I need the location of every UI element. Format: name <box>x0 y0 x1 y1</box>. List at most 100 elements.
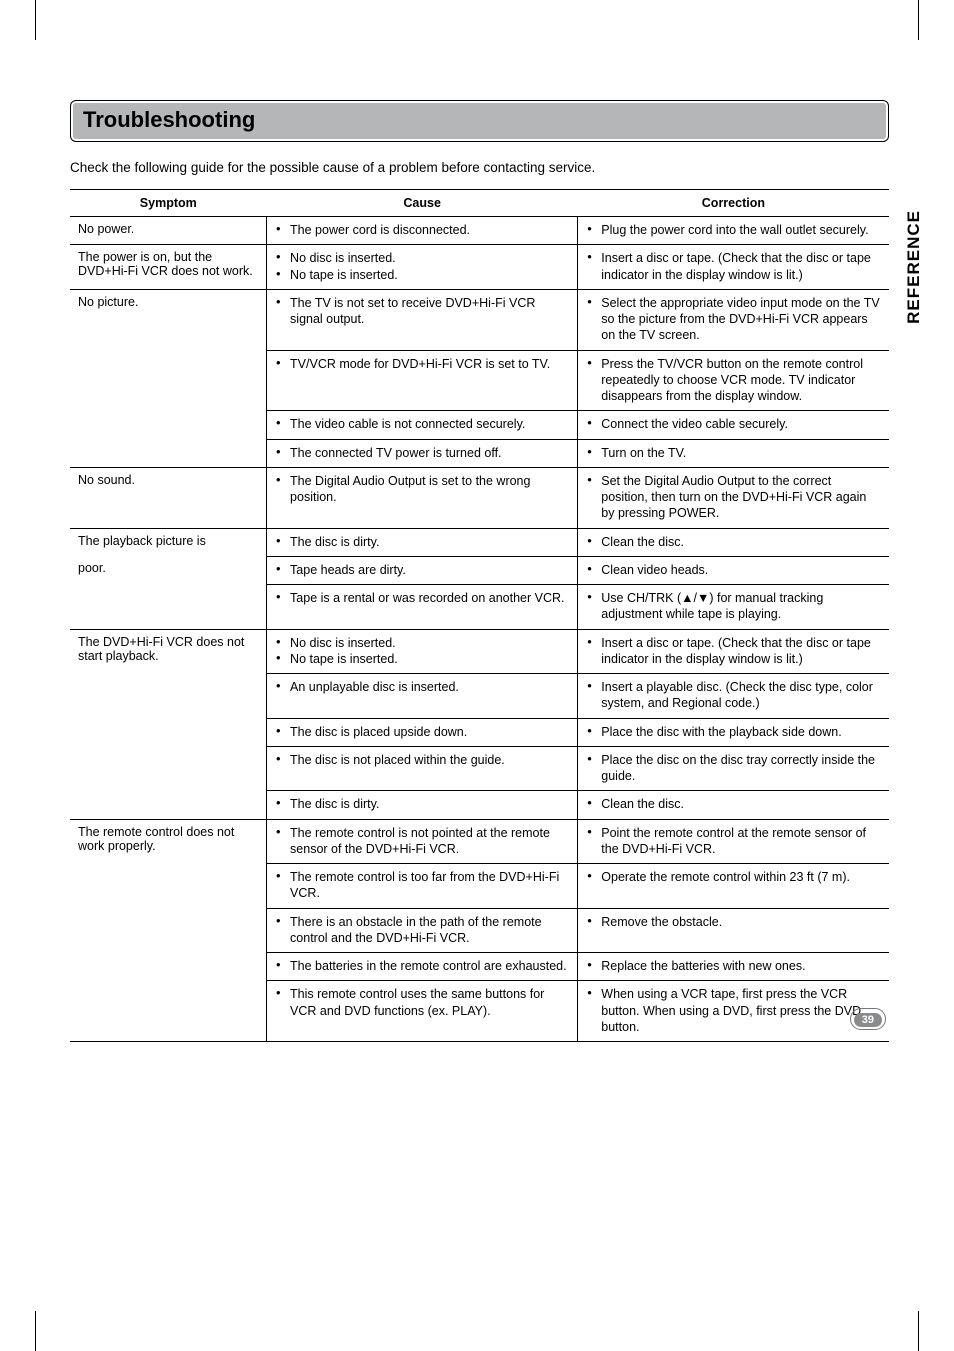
section-title: Troubleshooting <box>73 103 886 139</box>
table-row: Tape is a rental or was recorded on anot… <box>70 585 889 630</box>
table-row: No power.The power cord is disconnected.… <box>70 217 889 245</box>
correction-cell: Clean the disc. <box>578 791 889 819</box>
troubleshooting-table: Symptom Cause Correction No power.The po… <box>70 189 889 1042</box>
symptom-cell <box>70 674 267 719</box>
cause-item: The disc is not placed within the guide. <box>287 752 569 768</box>
correction-cell: Clean video heads. <box>578 556 889 584</box>
symptom-cell <box>70 953 267 981</box>
cause-item: No disc is inserted. <box>287 635 569 651</box>
cause-item: The TV is not set to receive DVD+Hi-Fi V… <box>287 295 569 328</box>
correction-item: Select the appropriate video input mode … <box>598 295 881 344</box>
table-row: The playback picture is The disc is dirty… <box>70 528 889 556</box>
cause-cell: The power cord is disconnected. <box>267 217 578 245</box>
cause-cell: This remote control uses the same button… <box>267 981 578 1042</box>
correction-cell: Point the remote control at the remote s… <box>578 819 889 864</box>
cause-cell: The connected TV power is turned off. <box>267 439 578 467</box>
correction-cell: Set the Digital Audio Output to the corr… <box>578 467 889 528</box>
cause-cell: The disc is dirty. <box>267 528 578 556</box>
correction-item: Clean the disc. <box>598 796 881 812</box>
cause-cell: The disc is dirty. <box>267 791 578 819</box>
cause-cell: The video cable is not connected securel… <box>267 411 578 439</box>
symptom-cell <box>70 981 267 1042</box>
correction-item: When using a VCR tape, first press the V… <box>598 986 881 1035</box>
cause-cell: Tape is a rental or was recorded on anot… <box>267 585 578 630</box>
symptom-cell: No sound. <box>70 467 267 528</box>
correction-cell: Place the disc with the playback side do… <box>578 718 889 746</box>
section-title-bar: Troubleshooting <box>70 100 889 142</box>
correction-cell: Insert a disc or tape. (Check that the d… <box>578 245 889 290</box>
page-number-badge: 39 <box>850 1008 886 1030</box>
cause-item: An unplayable disc is inserted. <box>287 679 569 695</box>
cause-cell: TV/VCR mode for DVD+Hi-Fi VCR is set to … <box>267 350 578 411</box>
table-row: No picture. The TV is not set to receive … <box>70 289 889 350</box>
correction-cell: Select the appropriate video input mode … <box>578 289 889 350</box>
correction-cell: Insert a disc or tape. (Check that the d… <box>578 629 889 674</box>
symptom-cell: poor. <box>70 556 267 584</box>
correction-cell: Replace the batteries with new ones. <box>578 953 889 981</box>
correction-item: Insert a disc or tape. (Check that the d… <box>598 635 881 668</box>
symptom-cell <box>70 864 267 909</box>
correction-item: Turn on the TV. <box>598 445 881 461</box>
page-content: Troubleshooting Check the following guid… <box>0 0 954 1082</box>
cause-cell: The remote control is not pointed at the… <box>267 819 578 864</box>
symptom-cell: The remote control does not work properl… <box>70 819 267 864</box>
cause-cell: There is an obstacle in the path of the … <box>267 908 578 953</box>
symptom-cell <box>70 411 267 439</box>
intro-text: Check the following guide for the possib… <box>70 160 889 175</box>
symptom-cell <box>70 585 267 630</box>
correction-cell: Use CH/TRK (▲/▼) for manual tracking adj… <box>578 585 889 630</box>
correction-item: Press the TV/VCR button on the remote co… <box>598 356 881 405</box>
symptom-cell <box>70 439 267 467</box>
cause-item: The remote control is too far from the D… <box>287 869 569 902</box>
symptom-cell <box>70 350 267 411</box>
correction-item: Clean video heads. <box>598 562 881 578</box>
cause-cell: The batteries in the remote control are … <box>267 953 578 981</box>
symptom-cell: No picture. <box>70 289 267 350</box>
table-row: The disc is not placed within the guide.… <box>70 746 889 791</box>
cause-item: The connected TV power is turned off. <box>287 445 569 461</box>
cause-cell: The disc is placed upside down. <box>267 718 578 746</box>
cause-item: No tape is inserted. <box>287 267 569 283</box>
cause-cell: An unplayable disc is inserted. <box>267 674 578 719</box>
cause-cell: The remote control is too far from the D… <box>267 864 578 909</box>
correction-cell: Operate the remote control within 23 ft … <box>578 864 889 909</box>
symptom-cell <box>70 791 267 819</box>
correction-item: Remove the obstacle. <box>598 914 881 930</box>
table-row: The video cable is not connected securel… <box>70 411 889 439</box>
correction-item: Operate the remote control within 23 ft … <box>598 869 881 885</box>
cause-item: The disc is dirty. <box>287 534 569 550</box>
cause-cell: The Digital Audio Output is set to the w… <box>267 467 578 528</box>
correction-cell: Connect the video cable securely. <box>578 411 889 439</box>
correction-item: Insert a disc or tape. (Check that the d… <box>598 250 881 283</box>
table-header-row: Symptom Cause Correction <box>70 190 889 217</box>
cause-item: The remote control is not pointed at the… <box>287 825 569 858</box>
table-row: The remote control does not work properl… <box>70 819 889 864</box>
cause-item: No tape is inserted. <box>287 651 569 667</box>
correction-item: Place the disc with the playback side do… <box>598 724 881 740</box>
cause-item: The power cord is disconnected. <box>287 222 569 238</box>
symptom-cell: The playback picture is <box>70 528 267 556</box>
symptom-cell <box>70 718 267 746</box>
correction-item: Connect the video cable securely. <box>598 416 881 432</box>
table-row: The disc is dirty. Clean the disc. <box>70 791 889 819</box>
page-number: 39 <box>854 1013 882 1027</box>
correction-item: Use CH/TRK (▲/▼) for manual tracking adj… <box>598 590 881 623</box>
symptom-cell <box>70 908 267 953</box>
symptom-cell: The DVD+Hi-Fi VCR does not start playbac… <box>70 629 267 674</box>
symptom-cell: The power is on, but the DVD+Hi-Fi VCR d… <box>70 245 267 290</box>
table-row: The batteries in the remote control are … <box>70 953 889 981</box>
correction-item: Set the Digital Audio Output to the corr… <box>598 473 881 522</box>
cause-item: The batteries in the remote control are … <box>287 958 569 974</box>
correction-item: Insert a playable disc. (Check the disc … <box>598 679 881 712</box>
correction-item: Replace the batteries with new ones. <box>598 958 881 974</box>
cause-item: The video cable is not connected securel… <box>287 416 569 432</box>
correction-item: Plug the power cord into the wall outlet… <box>598 222 881 238</box>
correction-item: Point the remote control at the remote s… <box>598 825 881 858</box>
cause-cell: The disc is not placed within the guide. <box>267 746 578 791</box>
th-cause: Cause <box>267 190 578 217</box>
table-row: The connected TV power is turned off. Tur… <box>70 439 889 467</box>
cause-cell: No disc is inserted.No tape is inserted. <box>267 245 578 290</box>
correction-cell: Place the disc on the disc tray correctl… <box>578 746 889 791</box>
correction-cell: Insert a playable disc. (Check the disc … <box>578 674 889 719</box>
cause-item: TV/VCR mode for DVD+Hi-Fi VCR is set to … <box>287 356 569 372</box>
